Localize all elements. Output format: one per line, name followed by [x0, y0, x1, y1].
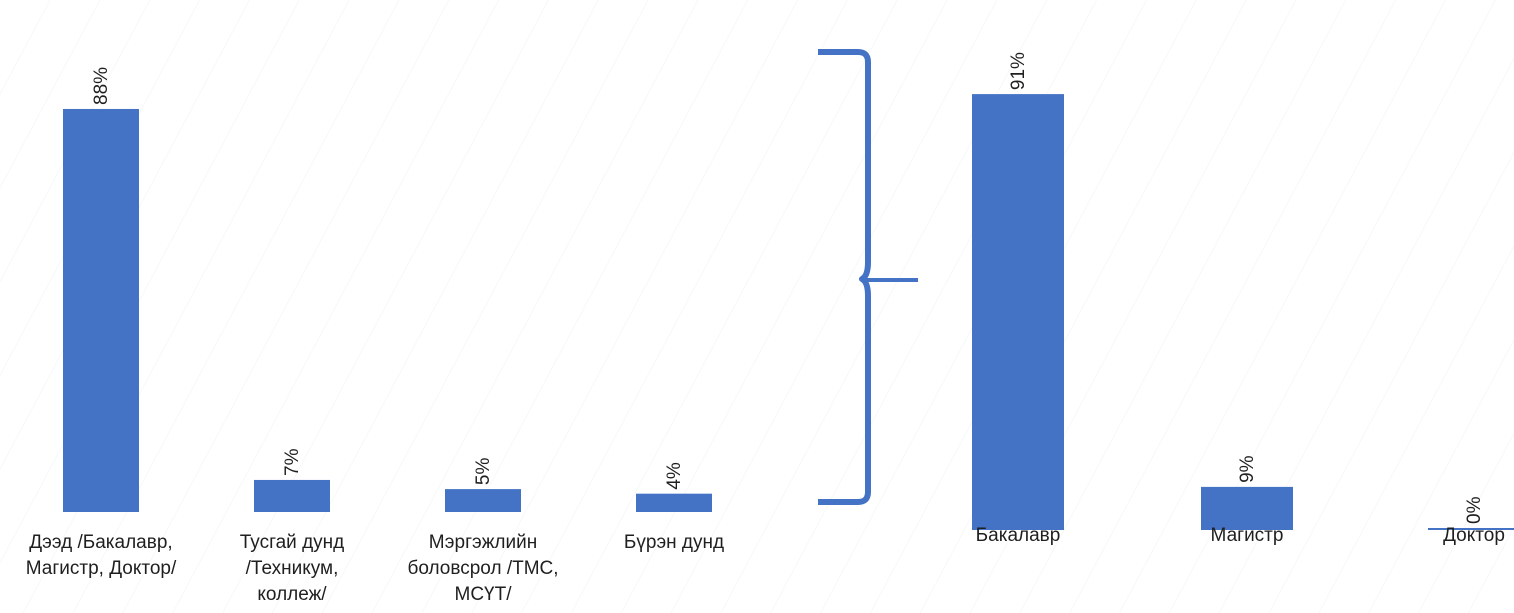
category-label-left-2: Мэргэжлийн боловсрол /ТМС, МСҮТ/	[388, 530, 578, 608]
right-bar-chart: 91% 9% 0%	[972, 52, 1514, 531]
data-label-right-2: 0%	[1464, 496, 1485, 524]
bar-left-3	[636, 493, 712, 512]
data-label-left-3: 4%	[664, 462, 685, 490]
category-label-line: Бакалавр	[975, 525, 1061, 546]
data-label-left-2: 5%	[473, 458, 494, 486]
category-label-line: Магистр, Доктор/	[25, 558, 177, 579]
data-label-right-0: 91%	[1008, 52, 1029, 90]
bar-right-2	[1428, 528, 1514, 530]
category-label-line: МСҮТ/	[454, 584, 512, 605]
bar-left-1	[254, 479, 330, 512]
category-label-line: Тусгай дунд	[239, 532, 345, 553]
category-label-line: Мэргэжлийн	[428, 532, 538, 553]
bar-left-0	[63, 108, 139, 513]
category-label-line: Магистр	[1210, 525, 1284, 546]
bar-left-2	[445, 489, 521, 512]
category-label-left-3: Бүрэн дунд	[579, 530, 769, 556]
category-label-line: коллеж/	[257, 584, 327, 605]
category-label-line: боловсрол /ТМС,	[407, 558, 559, 579]
bar-right-0	[972, 94, 1064, 531]
left-bar-chart: 88% 7% 5% 4%	[63, 67, 712, 513]
category-label-line: /Техникум,	[245, 558, 339, 579]
category-label-line: Дээд /Бакалавр,	[29, 532, 173, 553]
category-label-left-1: Тусгай дунд/Техникум, коллеж/	[197, 530, 387, 608]
category-label-line: Бүрэн дунд	[623, 532, 725, 553]
category-label-right-0: Бакалавр	[948, 523, 1088, 549]
data-label-left-1: 7%	[282, 448, 303, 476]
bar-right-1	[1201, 486, 1293, 530]
category-label-right-2: Доктор	[1404, 523, 1514, 549]
category-label-line: Доктор	[1443, 525, 1505, 546]
data-label-right-1: 9%	[1237, 455, 1258, 483]
category-label-left-0: Дээд /Бакалавр, Магистр, Доктор/	[6, 530, 196, 582]
data-label-left-0: 88%	[91, 67, 112, 105]
category-label-right-1: Магистр	[1177, 523, 1317, 549]
